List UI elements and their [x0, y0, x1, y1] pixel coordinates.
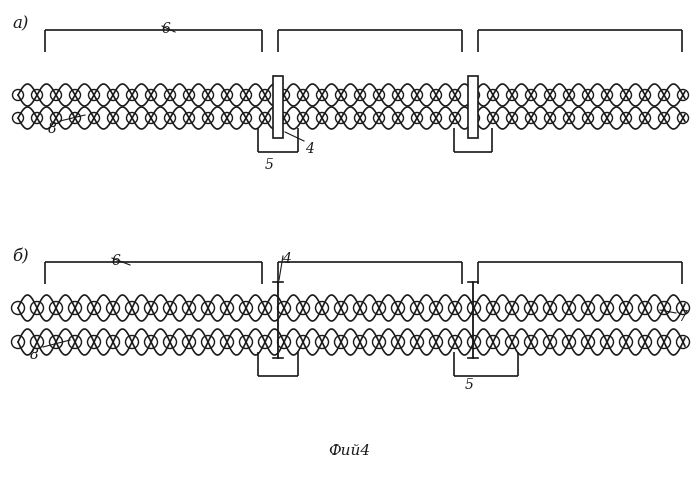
Text: Фий4: Фий4 [328, 444, 370, 458]
Text: 4: 4 [282, 252, 291, 266]
Bar [273, 76, 283, 138]
Text: б): б) [12, 248, 29, 265]
Text: 8: 8 [48, 122, 57, 136]
Text: а): а) [12, 15, 29, 32]
Text: 5: 5 [265, 158, 274, 172]
Text: 8: 8 [30, 348, 39, 362]
Text: 7: 7 [678, 310, 687, 324]
Text: 5: 5 [465, 378, 474, 392]
Text: 4: 4 [305, 142, 314, 156]
Bar [468, 76, 478, 138]
Text: 6: 6 [162, 22, 171, 36]
Text: 6: 6 [112, 254, 121, 268]
